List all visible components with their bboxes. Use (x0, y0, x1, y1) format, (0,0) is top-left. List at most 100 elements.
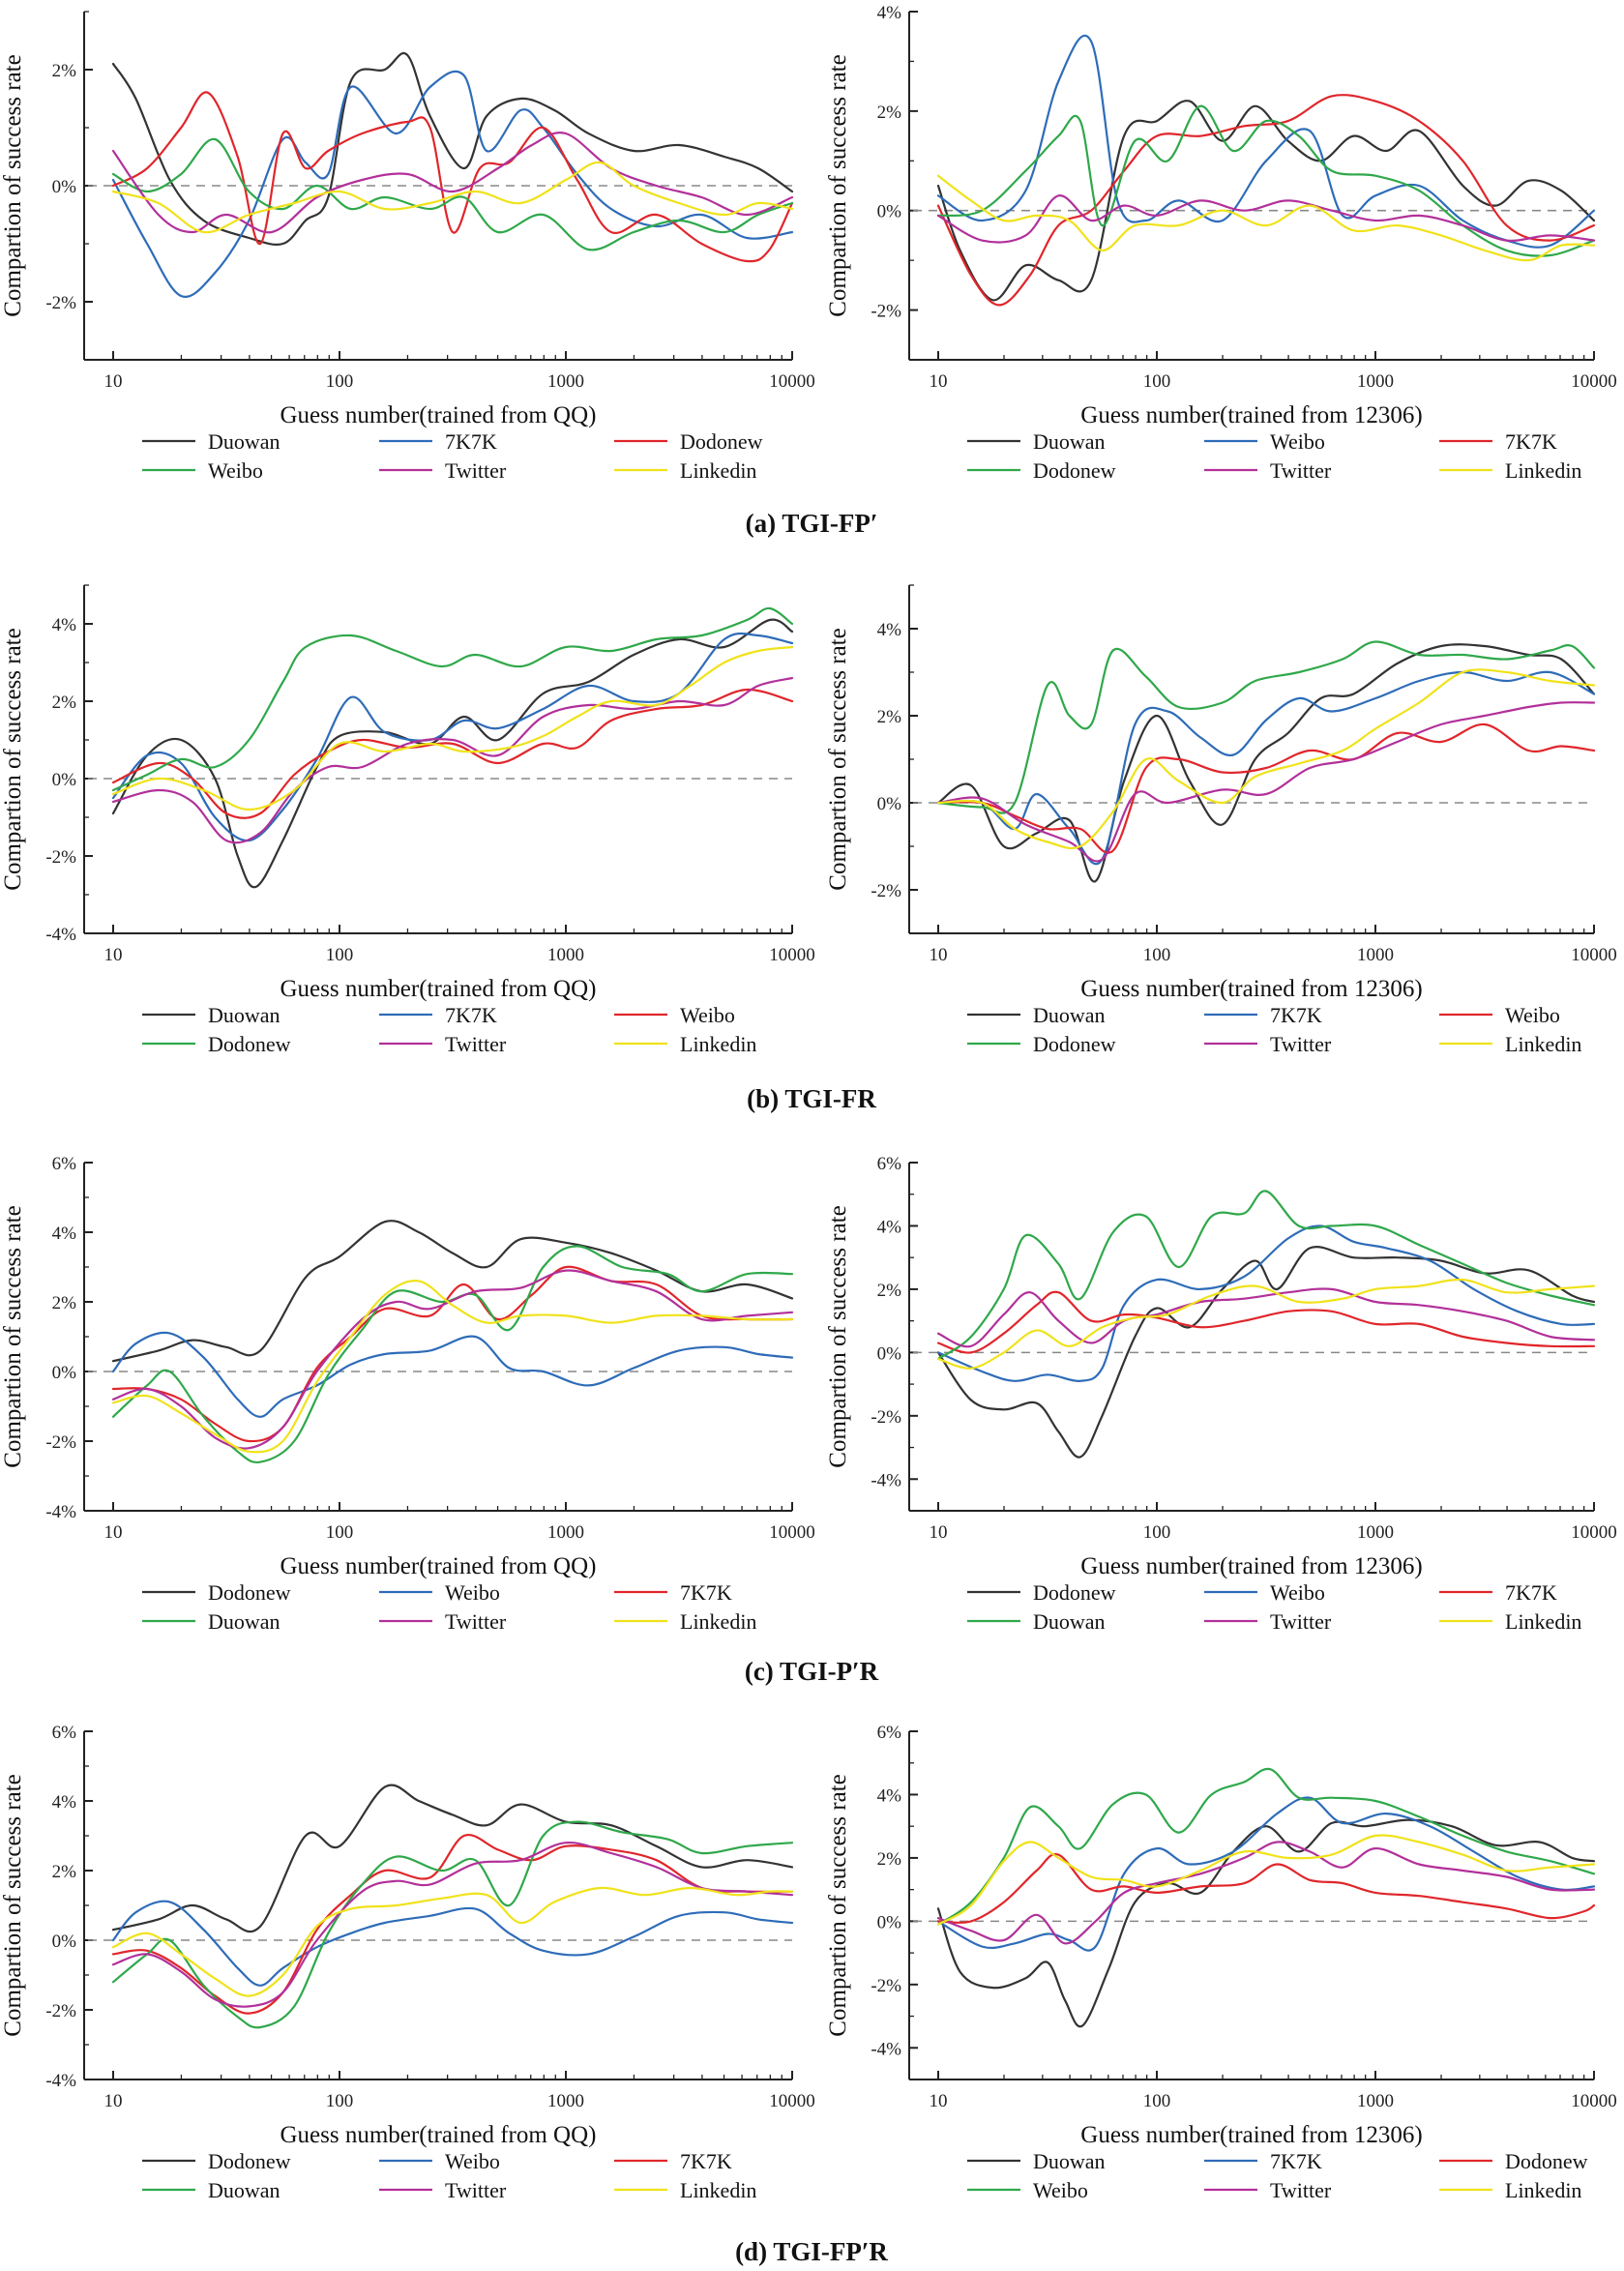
series-line-duowan (936, 1818, 1596, 2028)
x-tick-label: 100 (326, 945, 354, 965)
legend-label: Duowan (208, 1003, 281, 1027)
legend-label: 7K7K (1505, 429, 1557, 454)
legend-item-weibo: Weibo (1439, 1003, 1560, 1027)
legend-label: Weibo (680, 1003, 735, 1027)
series-line-7k7k (111, 70, 794, 299)
legend-label: Dodonew (1033, 1580, 1116, 1605)
series-line-weibo (111, 1331, 794, 1418)
series-line-dodonew (936, 640, 1596, 814)
series-line-dodonew (936, 104, 1596, 257)
legend-label: Dodonew (1033, 1032, 1116, 1056)
legend-label: Linkedin (1505, 1609, 1581, 1634)
legend-item-twitter: Twitter (379, 1032, 507, 1056)
y-tick-label: 4% (52, 615, 77, 635)
chart-panel-c-left: -4% -2% 0% 2% 4% 6% 10 100 1000 10000 Guess number… (0, 1154, 815, 1634)
legend-item-duowan: Duowan (142, 1003, 281, 1027)
series-line-linkedin (111, 1280, 794, 1454)
series-line-twitter (936, 1841, 1596, 1945)
legend-label: 7K7K (1270, 2149, 1322, 2173)
legend-item-linkedin: Linkedin (1439, 1609, 1581, 1634)
chart-panel-c-right: -4% -2% 0% 2% 4% 6% 10 100 1000 10000 Guess number… (825, 1154, 1617, 1634)
series-line-weibo (936, 1767, 1596, 1926)
series-line-duowan (936, 643, 1596, 883)
x-tick-label: 1000 (547, 2091, 584, 2111)
y-tick-label: 0% (877, 1343, 902, 1364)
y-axis-title: Compartion of success rate (0, 628, 26, 890)
series-line-weibo (936, 34, 1596, 249)
legend-label: Duowan (1033, 1609, 1106, 1634)
legend-item-duowan: Duowan (967, 1003, 1106, 1027)
y-tick-label: 0% (877, 202, 902, 222)
series-line-linkedin (936, 174, 1596, 262)
x-tick-label: 100 (1143, 2091, 1171, 2111)
x-tick-label: 10000 (1571, 1522, 1617, 1543)
legend-label: Weibo (445, 2149, 500, 2173)
series-line-linkedin (936, 1278, 1596, 1370)
series-line-7k7k (111, 1833, 794, 2015)
legend-item-7k7k: 7K7K (379, 1003, 497, 1027)
y-tick-label: 4% (52, 1792, 77, 1813)
legend-item-dodonew: Dodonew (967, 458, 1116, 483)
y-axis-title: Compartion of success rate (0, 1205, 26, 1467)
y-tick-label: 4% (877, 1217, 902, 1237)
series-line-duowan (936, 100, 1596, 302)
y-axis-title: Compartion of success rate (0, 1774, 26, 2036)
y-tick-label: 6% (52, 1154, 77, 1174)
chart-panel-b-right: -2% 0% 2% 4% 10 100 1000 10000 Guess number(trai… (825, 584, 1617, 1056)
x-tick-label: 10000 (769, 945, 815, 965)
series-line-twitter (111, 132, 794, 234)
x-tick-label: 10 (930, 1522, 948, 1543)
legend-label: Linkedin (1505, 458, 1581, 483)
series-line-twitter (936, 1287, 1596, 1348)
y-tick-label: 6% (52, 1723, 77, 1743)
x-tick-label: 10000 (769, 371, 815, 392)
series-line-duowan (111, 1245, 794, 1464)
series-line-duowan (111, 52, 794, 246)
legend-label: Dodonew (208, 2149, 291, 2173)
legend-label: Linkedin (680, 458, 756, 483)
series-line-twitter (936, 194, 1596, 244)
series-line-dodonew (936, 1852, 1596, 1924)
legend-label: Twitter (445, 1032, 507, 1056)
y-tick-label: -2% (871, 1976, 901, 1996)
legend-label: Dodonew (1505, 2149, 1588, 2173)
series-line-duowan (111, 618, 794, 889)
legend-label: Linkedin (680, 2178, 756, 2202)
y-tick-label: 6% (877, 1154, 902, 1174)
legend-item-duowan: Duowan (967, 429, 1106, 454)
x-tick-label: 1000 (1357, 1522, 1394, 1543)
y-tick-label: -4% (871, 2039, 901, 2059)
y-tick-label: 4% (52, 1224, 77, 1244)
series-line-dodonew (111, 91, 794, 263)
x-tick-label: 1000 (547, 1522, 584, 1543)
x-axis-title: Guess number(trained from QQ) (281, 1553, 597, 1579)
series-line-weibo-red (936, 723, 1596, 854)
y-tick-label: 0% (877, 1912, 902, 1932)
legend-item-duowan: Duowan (142, 2178, 281, 2202)
legend-label: Twitter (1270, 2178, 1332, 2202)
legend-label: Duowan (208, 429, 281, 454)
chart-panel-d-right: -4% -2% 0% 2% 4% 6% 10 100 1000 10000 Guess number… (825, 1723, 1617, 2202)
series-line-linkedin (111, 1886, 794, 1997)
legend-label: Weibo (1505, 1003, 1560, 1027)
legend-label: Twitter (1270, 1609, 1332, 1634)
x-axis-title: Guess number(trained from QQ) (281, 402, 597, 428)
y-tick-label: 4% (877, 620, 902, 640)
x-tick-label: 100 (326, 1522, 354, 1543)
legend-item-dodonew: Dodonew (967, 1032, 1116, 1056)
legend-label: Twitter (1270, 1032, 1332, 1056)
legend-item-weibo: Weibo (379, 2149, 500, 2173)
series-line-twitter (936, 701, 1596, 863)
y-tick-label: -2% (871, 1407, 901, 1428)
series-line-linkedin (936, 668, 1596, 850)
x-tick-label: 100 (1143, 945, 1171, 965)
legend-label: 7K7K (680, 1580, 732, 1605)
series-line-7k7k (111, 1265, 794, 1443)
legend-label: Linkedin (680, 1032, 756, 1056)
x-tick-label: 1000 (1357, 945, 1394, 965)
legend-item-dodonew: Dodonew (614, 429, 763, 454)
series-line-dodonew (111, 606, 794, 792)
figure-caption: (c) TGI-P′R (745, 1657, 879, 1686)
y-axis-title: Compartion of success rate (825, 1774, 851, 2036)
